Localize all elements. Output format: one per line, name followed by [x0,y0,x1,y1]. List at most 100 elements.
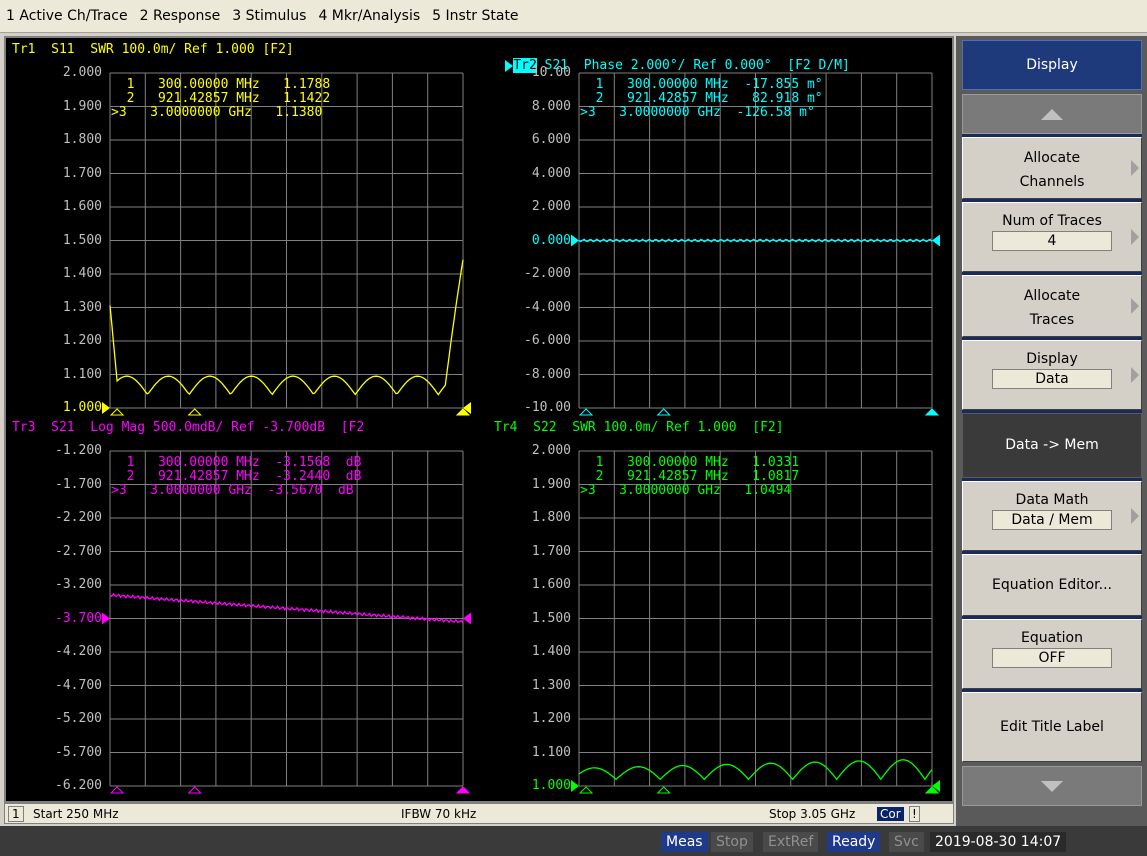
y-tick-label: 1.800 [62,132,102,147]
allocate-traces-line2: Traces [1029,312,1075,328]
y-tick-label: 1.200 [62,333,102,348]
tr4-header[interactable]: Tr4 S22 SWR 100.0m/ Ref 1.000 [F2] [494,420,784,435]
y-tick-label: 4.000 [531,165,571,181]
channel-number[interactable]: 1 [8,806,24,822]
y-tick-label: 1.200 [531,711,571,726]
y-tick-label: 1.100 [62,366,102,382]
y-tick-label: 8.000 [531,98,571,114]
y-tick-label: -1.700 [55,476,102,492]
y-tick-label: -3.700 [55,610,102,626]
marker-position-icon[interactable] [109,408,125,416]
marker-position-icon[interactable] [455,408,471,416]
allocate-channels-button[interactable]: Allocate Channels [962,137,1142,199]
start-frequency[interactable]: Start 250 MHz [33,807,119,821]
y-tick-label: 1.300 [62,299,102,315]
marker-position-icon[interactable] [924,408,940,416]
marker-position-icon[interactable] [578,786,594,794]
equation-button[interactable]: Equation OFF [962,619,1142,689]
ifbw-value[interactable]: IFBW 70 kHz [401,807,477,821]
allocate-traces-line1: Allocate [1023,288,1081,304]
tr2-marker-3: >3 3.0000000 GHz -126.58 m° [580,105,815,120]
menu-stimulus[interactable]: 3 Stimulus [232,8,307,24]
y-tick-label: 1.800 [531,510,571,525]
tr1-marker-2: 2 921.42857 MHz 1.1422 [111,91,331,106]
status-datetime: 2019-08-30 14:07 [930,832,1067,852]
allocate-traces-button[interactable]: Allocate Traces [962,275,1142,337]
measurement-screen[interactable]: Tr1 S11 SWR 100.0m/ Ref 1.000 [F2] 2.000… [4,36,954,803]
y-tick-label: -4.200 [55,644,102,659]
submenu-arrow-icon [1131,367,1139,383]
tr1-plot[interactable] [102,72,471,416]
data-math-label: Data Math [1015,492,1089,508]
y-tick-label: 2.000 [531,443,571,458]
active-trace-indicator-icon [505,59,514,72]
marker-position-icon[interactable] [578,408,594,416]
data-math-button[interactable]: Data Math Data / Mem [962,481,1142,551]
menu-mkr-analysis[interactable]: 4 Mkr/Analysis [318,8,421,24]
ref-level-left-arrow-icon [571,234,579,247]
y-tick-label: -2.200 [55,510,102,525]
marker-position-icon[interactable] [187,786,202,794]
ref-level-right-arrow-icon [932,234,940,247]
equation-editor-button[interactable]: Equation Editor... [962,554,1142,616]
y-tick-label: 10.00 [531,65,571,80]
menu-active-ch-trace[interactable]: 1 Active Ch/Trace [6,8,128,24]
display-label: Display [1026,351,1078,367]
y-tick-label: -4.700 [55,677,102,693]
correction-badge[interactable]: Cor [877,807,904,821]
tr3-plot[interactable] [102,450,471,794]
num-of-traces-label: Num of Traces [1002,213,1102,229]
tr4-marker-2: 2 921.42857 MHz 1.0817 [580,469,800,484]
tr4-marker-1: 1 300.00000 MHz 1.0331 [580,455,800,470]
marker-position-icon[interactable] [656,786,671,794]
tr2-plot[interactable] [571,72,940,416]
y-tick-label: 0.000 [531,232,571,248]
data-to-mem-button[interactable]: Data -> Mem [962,413,1142,478]
marker-position-icon[interactable] [109,786,125,794]
menu-instr-state[interactable]: 5 Instr State [432,8,519,24]
tr1-header[interactable]: Tr1 S11 SWR 100.0m/ Ref 1.000 [F2] [12,42,294,57]
triangle-up-icon [1041,109,1063,120]
softkey-panel: Display Allocate Channels Num of Traces … [956,36,1147,826]
y-tick-label: -2.700 [55,543,102,559]
tr2-header[interactable]: Tr2 S21 Phase 2.000°/ Ref 0.000° [F2 D/M… [474,42,850,90]
scroll-up-button[interactable] [962,94,1142,134]
stop-frequency[interactable]: Stop 3.05 GHz [769,807,856,821]
menu-response[interactable]: 2 Response [139,8,221,24]
tr2-marker-2: 2 921.42857 MHz 82.918 m° [580,91,823,106]
submenu-arrow-icon [1131,298,1139,314]
tr4-marker-3: >3 3.0000000 GHz 1.0494 [580,483,792,498]
allocate-channels-line2: Channels [1019,174,1085,190]
warning-indicator: ! [909,806,920,822]
ref-level-right-arrow-icon [463,402,471,414]
tr3-marker-2: 2 921.42857 MHz -3.2440 dB [111,469,362,484]
marker-position-icon[interactable] [187,408,202,416]
channel-status-bar: 1 Start 250 MHz IFBW 70 kHz Stop 3.05 GH… [4,803,954,824]
scroll-down-button[interactable] [962,766,1142,806]
y-tick-label: -10.00 [524,400,571,415]
ref-level-right-arrow-icon [932,780,940,792]
submenu-arrow-icon [1131,229,1139,245]
y-tick-label: 2.000 [531,199,571,214]
tr4-plot[interactable] [571,450,940,794]
y-tick-label: 1.400 [62,266,102,281]
y-tick-label: 1.300 [531,677,571,693]
marker-position-icon[interactable] [455,786,471,794]
display-button[interactable]: Display Data [962,340,1142,410]
menu-bar: 1 Active Ch/Trace 2 Response 3 Stimulus … [0,0,1147,33]
trace-line [578,238,933,243]
y-tick-label: -2.000 [524,266,571,281]
status-meas: Meas [661,832,708,852]
y-tick-label: 1.700 [531,543,571,559]
tr3-header[interactable]: Tr3 S21 Log Mag 500.0mdB/ Ref -3.700dB [… [12,420,365,435]
tr1-marker-3: >3 3.0000000 GHz 1.1380 [111,105,323,120]
equation-label: Equation [1020,630,1083,646]
marker-position-icon[interactable] [924,786,940,794]
trace-line [109,592,464,624]
edit-title-label-button[interactable]: Edit Title Label [962,692,1142,762]
marker-position-icon[interactable] [656,408,671,416]
y-tick-label: -6.200 [55,778,102,793]
status-extref: ExtRef [763,832,819,852]
y-tick-label: 1.000 [62,400,102,415]
num-of-traces-button[interactable]: Num of Traces 4 [962,202,1142,272]
